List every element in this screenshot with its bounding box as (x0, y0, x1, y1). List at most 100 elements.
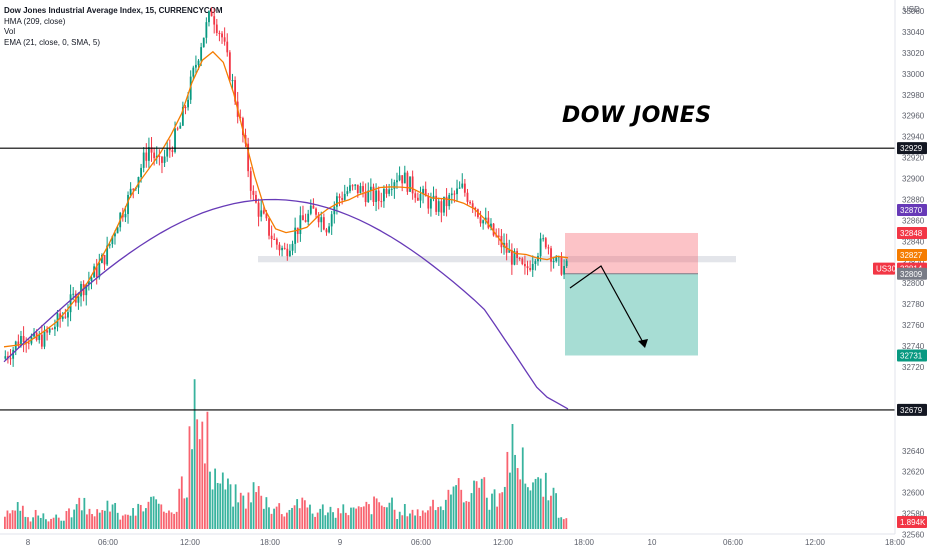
candle-body (111, 236, 114, 245)
volume-bar (442, 510, 445, 529)
volume-bar (365, 501, 368, 529)
volume-bar (114, 502, 117, 529)
candle-body (127, 194, 129, 214)
price-tick-label: 32640 (902, 447, 925, 456)
candle-body (168, 148, 171, 151)
volume-bar (6, 510, 9, 529)
candle-body (409, 176, 411, 192)
candle-body (210, 11, 213, 17)
candle-body (192, 67, 195, 77)
price-label-box (897, 515, 927, 528)
candle-body (273, 239, 276, 241)
candle-body (108, 244, 111, 246)
price-label-text: 1.894K (900, 518, 926, 527)
candle-body (320, 217, 323, 223)
candle-body (85, 284, 88, 296)
volume-bar (229, 484, 232, 529)
candle-body (529, 268, 532, 270)
volume-bar (103, 510, 106, 529)
candle-body (450, 193, 453, 196)
volume-bar (462, 502, 465, 529)
candle-body (208, 11, 210, 23)
volume-bar (186, 497, 188, 529)
candle-body (563, 266, 565, 275)
volume-bar (455, 485, 457, 529)
candle-body (466, 192, 469, 202)
price-tick-label: 32980 (902, 91, 925, 100)
volume-bar (498, 493, 501, 529)
price-tick-label: 33040 (902, 28, 925, 37)
candle-body (278, 244, 281, 251)
time-tick-label: 9 (338, 538, 343, 547)
volume-bar (396, 519, 399, 529)
price-label-text: 32731 (900, 351, 923, 360)
time-tick-label: 06:00 (723, 538, 744, 547)
candle-body (33, 332, 35, 337)
volume-bar (421, 510, 424, 529)
volume-bar (239, 492, 242, 529)
candle-body (281, 247, 283, 251)
volume-bar (475, 481, 478, 529)
volume-bar (45, 519, 47, 529)
candle-body (231, 80, 234, 82)
projection-arrow[interactable] (569, 265, 648, 348)
candle-body (213, 16, 216, 25)
candle-body (497, 235, 500, 237)
volume-bar (488, 509, 491, 529)
candle-body (552, 261, 555, 263)
volume-bar (347, 515, 350, 529)
price-tick-label: 32880 (902, 195, 925, 204)
volume-bar (83, 497, 86, 529)
candle-body (129, 188, 132, 195)
volume-bar (57, 517, 60, 529)
volume-bar (134, 515, 137, 529)
volume-bar (62, 520, 65, 529)
candle-body (296, 227, 299, 235)
volume-bar (88, 508, 91, 529)
candle-body (268, 218, 270, 236)
symbol-tag-text: US30 (876, 265, 897, 274)
volume-bar (511, 424, 514, 529)
short-position-tool[interactable] (565, 232, 698, 356)
volume-bar (127, 514, 129, 529)
candle-body (531, 263, 534, 270)
volume-bar (160, 504, 163, 529)
volume-bar (157, 503, 160, 529)
price-axis[interactable]: USD3272032740327603278032800328203284032… (0, 0, 925, 540)
candle-body (380, 201, 383, 203)
volume-bar (306, 507, 309, 529)
candle-body (90, 277, 93, 281)
volume-bar (286, 512, 288, 529)
price-label-text: 32809 (900, 270, 923, 279)
candle-body (359, 186, 362, 194)
time-tick-label: 12:00 (180, 538, 201, 547)
support-zone-layer (258, 256, 736, 263)
volume-bar (203, 463, 206, 529)
volume-bar (291, 507, 293, 529)
candle-body (419, 194, 422, 201)
volume-bar (370, 514, 373, 529)
candle-body (166, 148, 169, 157)
candle-body (221, 33, 223, 38)
candle-body (158, 155, 161, 157)
time-axis[interactable]: 8 06:00 12:00 18:00 9 06:00 12:00 18:00 10 06:00 1… (26, 538, 906, 547)
candle-body (184, 107, 187, 109)
candle-body (87, 280, 90, 285)
price-label-box (897, 226, 927, 239)
volume-bar (537, 477, 540, 529)
horizontal-lines[interactable] (0, 147, 895, 411)
volume-bar (162, 511, 165, 529)
legend-title: Dow Jones Industrial Average Index, 15, … (4, 6, 223, 15)
candle-body (174, 128, 176, 152)
price-label-text: 32870 (900, 206, 923, 215)
candle-body (257, 202, 260, 217)
volume-bar (473, 480, 475, 529)
candle-body (479, 217, 482, 224)
volume-bar (457, 478, 460, 529)
legend-hma: HMA (209, close) (4, 16, 66, 26)
candle-body (322, 217, 325, 230)
volume-bar (529, 490, 532, 529)
volume-bar (547, 500, 550, 529)
candle-body (61, 316, 64, 319)
